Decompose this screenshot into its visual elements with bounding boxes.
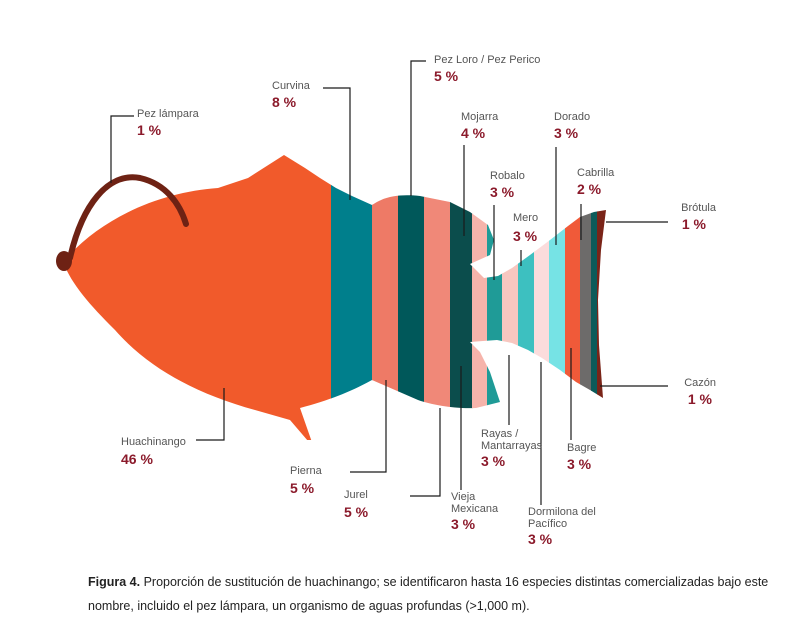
segment-robalo <box>487 155 503 440</box>
label-pct-dorado: 3 % <box>554 125 579 141</box>
segment-pierna <box>372 155 399 440</box>
label-name-huachinango: Huachinango <box>121 436 186 448</box>
label-name-curvina: Curvina <box>272 80 311 92</box>
leader-curvina <box>323 87 351 200</box>
fish-chart: Huachinango 46 % Curvina 8 % Pierna 5 % Pez Lo… <box>56 54 717 547</box>
label-pct-mero: 3 % <box>513 228 538 244</box>
label-name-bagre: Bagre <box>567 442 596 454</box>
label-name-jurel: Jurel <box>344 489 368 501</box>
segment-mojarra <box>450 155 473 440</box>
label-pct-huachinango: 46 % <box>121 451 153 467</box>
label-pct-pez-loro-pez-perico: 5 % <box>434 68 459 84</box>
segment-brotula <box>591 155 598 440</box>
label-pct-vieja-mexicana: 3 % <box>451 516 476 532</box>
label-pct-pez-lampara: 1 % <box>137 122 162 138</box>
segment-curvina <box>331 155 373 440</box>
label-name-dormilona-del-pacifico-2: Pacífico <box>528 518 567 530</box>
label-name-mero: Mero <box>513 212 538 224</box>
label-pct-dormilona-del-pacifico: 3 % <box>528 531 553 547</box>
segment-mero <box>518 155 535 440</box>
label-pct-bagre: 3 % <box>567 456 592 472</box>
leader-huachinango <box>196 388 225 441</box>
label-name-vieja-mexicana-2: Mexicana <box>451 503 499 515</box>
label-pct-cabrilla: 2 % <box>577 181 602 197</box>
label-name-vieja-mexicana-1: Vieja <box>451 491 476 503</box>
label-name-dorado: Dorado <box>554 111 590 123</box>
segment-pez-loro-pez-perico <box>398 155 425 440</box>
label-name-pez-lampara: Pez lámpara <box>137 108 200 120</box>
label-name-rayas-mantarrayas-1: Rayas / <box>481 428 519 440</box>
leader-pierna <box>350 380 387 473</box>
label-pct-curvina: 8 % <box>272 94 297 110</box>
caption-text: Proporción de sustitución de huachinango… <box>88 575 769 613</box>
fish-body-segments <box>63 155 606 440</box>
label-name-pierna: Pierna <box>290 465 323 477</box>
segment-bagre <box>565 155 581 440</box>
label-pct-robalo: 3 % <box>490 184 515 200</box>
label-pct-cazon: 1 % <box>688 391 713 407</box>
label-name-cabrilla: Cabrilla <box>577 167 615 179</box>
label-name-robalo: Robalo <box>490 170 525 182</box>
segment-labels: Huachinango 46 % Curvina 8 % Pierna 5 % Pez Lo… <box>121 54 717 547</box>
label-pct-brotula: 1 % <box>682 216 707 232</box>
label-name-mojarra: Mojarra <box>461 111 499 123</box>
segment-cabrilla <box>580 155 592 440</box>
lamp-bulb <box>56 251 72 271</box>
label-leaders <box>110 60 668 505</box>
label-pct-mojarra: 4 % <box>461 125 486 141</box>
figure-caption: Figura 4. Proporción de sustitución de h… <box>88 570 778 618</box>
caption-figure-label: Figura 4. <box>88 575 141 589</box>
label-pct-rayas-mantarrayas: 3 % <box>481 453 506 469</box>
segment-cazon <box>597 155 606 440</box>
segment-rayas-mantarrayas <box>502 155 519 440</box>
segment-dorado <box>549 155 566 440</box>
label-pct-jurel: 5 % <box>344 504 369 520</box>
segment-vieja-mexicana <box>472 155 488 440</box>
leader-pez-lampara <box>110 115 134 183</box>
leader-pez-loro-pez-perico <box>410 60 426 196</box>
leader-jurel <box>410 408 441 497</box>
label-name-brotula: Brótula <box>681 202 717 214</box>
segment-jurel <box>424 155 451 440</box>
lamp-lure <box>67 174 189 261</box>
label-pct-pierna: 5 % <box>290 480 315 496</box>
label-name-rayas-mantarrayas-2: Mantarrayas <box>481 440 543 452</box>
label-name-pez-loro-pez-perico: Pez Loro / Pez Perico <box>434 54 540 66</box>
segment-huachinango <box>63 155 332 440</box>
label-name-cazon: Cazón <box>684 377 716 389</box>
segment-dormilona-del-pacifico <box>534 155 550 440</box>
label-name-dormilona-del-pacifico-1: Dormilona del <box>528 506 596 518</box>
